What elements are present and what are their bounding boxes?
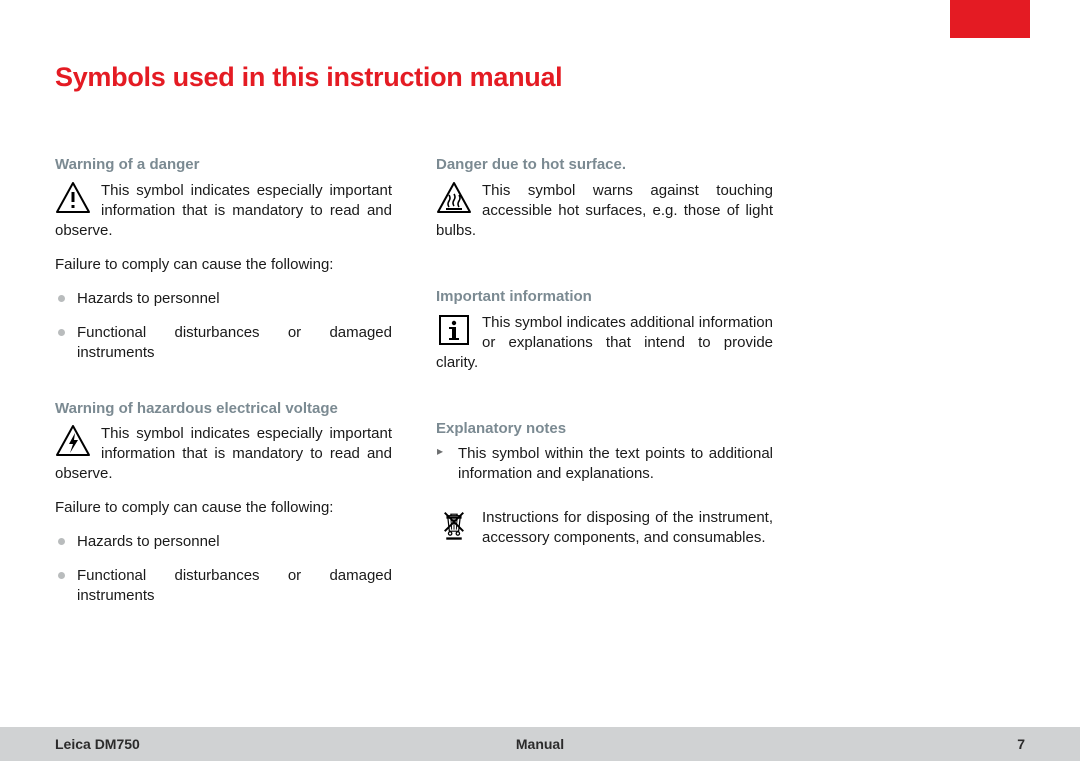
column-right: Danger due to hot surface. This symbol w… bbox=[436, 155, 773, 620]
manual-page: Symbols used in this instruction manual … bbox=[0, 0, 1080, 761]
section-body-info: This symbol indicates additional informa… bbox=[436, 313, 773, 373]
footer-section: Manual bbox=[516, 736, 564, 752]
arrow-list: This symbol within the text points to ad… bbox=[436, 444, 773, 484]
list-item: Functional disturbances or damaged instr… bbox=[55, 566, 392, 606]
warning-triangle-hot-icon bbox=[436, 181, 472, 215]
list-item: Functional disturbances or damaged instr… bbox=[55, 323, 392, 363]
para-text: This symbol warns against touching acces… bbox=[436, 182, 773, 239]
content-columns: Warning of a danger This symbol indicate… bbox=[55, 155, 773, 620]
page-heading: Symbols used in this instruction manual bbox=[55, 62, 562, 93]
para-text: This symbol indicates especially importa… bbox=[55, 425, 392, 482]
list-item: Hazards to personnel bbox=[55, 532, 392, 552]
section-body-danger: This symbol indicates especially importa… bbox=[55, 181, 392, 241]
section-title-electrical: Warning of hazardous electrical voltage bbox=[55, 399, 392, 419]
section-title-info: Important information bbox=[436, 287, 773, 307]
column-left: Warning of a danger This symbol indicate… bbox=[55, 155, 392, 620]
section-title-danger: Warning of a danger bbox=[55, 155, 392, 175]
bullet-list: Hazards to personnel Functional disturba… bbox=[55, 532, 392, 606]
bullet-list: Hazards to personnel Functional disturba… bbox=[55, 289, 392, 363]
para-text: This symbol indicates especially importa… bbox=[55, 182, 392, 239]
weee-bin-icon bbox=[436, 508, 472, 552]
para-text: This symbol indicates additional informa… bbox=[436, 314, 773, 371]
section-title-hot: Danger due to hot surface. bbox=[436, 155, 773, 175]
warning-triangle-exclaim-icon bbox=[55, 181, 91, 215]
section-body-disposal: Instructions for disposing of the instru… bbox=[436, 508, 773, 552]
para-text: Instructions for disposing of the instru… bbox=[482, 509, 773, 546]
info-square-icon bbox=[436, 313, 472, 347]
warning-triangle-bolt-icon bbox=[55, 424, 91, 458]
footer-page-number: 7 bbox=[1017, 736, 1025, 752]
lead-text: Failure to comply can cause the followin… bbox=[55, 498, 392, 518]
page-footer: Leica DM750 Manual 7 bbox=[0, 727, 1080, 761]
section-title-notes: Explanatory notes bbox=[436, 419, 773, 439]
section-body-hot: This symbol warns against touching acces… bbox=[436, 181, 773, 241]
section-body-electrical: This symbol indicates especially importa… bbox=[55, 424, 392, 484]
list-item: Hazards to personnel bbox=[55, 289, 392, 309]
lead-text: Failure to comply can cause the followin… bbox=[55, 255, 392, 275]
footer-product: Leica DM750 bbox=[55, 736, 140, 752]
brand-color-block bbox=[950, 0, 1030, 38]
list-item: This symbol within the text points to ad… bbox=[436, 444, 773, 484]
